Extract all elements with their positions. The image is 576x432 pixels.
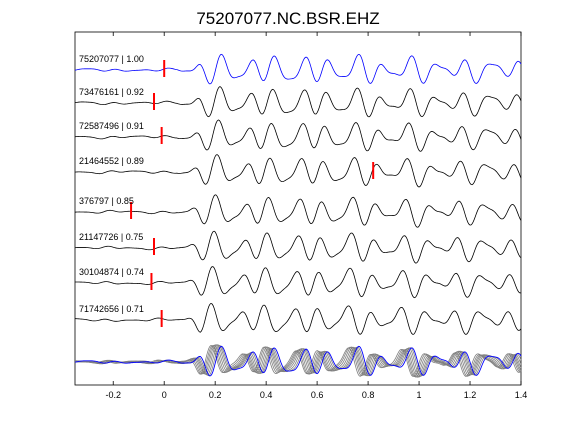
trace-label: 30104874 | 0.74 — [79, 267, 144, 277]
x-tick-label: 0.2 — [209, 390, 222, 400]
trace-label: 73476161 | 0.92 — [79, 87, 144, 97]
chart-title: 75207077.NC.BSR.EHZ — [196, 9, 379, 28]
x-tick-label: -0.2 — [105, 390, 121, 400]
x-tick-label: 0.8 — [362, 390, 375, 400]
x-tick-label: 1.4 — [515, 390, 528, 400]
trace-line — [74, 302, 522, 335]
trace-line — [74, 154, 522, 188]
trace-labels: 75207077 | 1.00 73476161 | 0.92 72587496 |… — [79, 54, 144, 314]
stack-trace-line — [74, 345, 522, 378]
x-tick-label: 1.2 — [464, 390, 477, 400]
trace-label: 376797 | 0.85 — [79, 196, 134, 206]
x-tick-label: 0 — [162, 390, 167, 400]
x-tick-label: 1 — [417, 390, 422, 400]
x-tick-label: 0.4 — [260, 390, 273, 400]
x-tick-label: 0.6 — [311, 390, 324, 400]
axes-frame — [74, 31, 522, 386]
trace-line — [74, 230, 522, 264]
trace-line — [74, 119, 522, 152]
trace-line — [74, 86, 522, 118]
trace-label: 21464552 | 0.89 — [79, 156, 144, 166]
pick-markers — [130, 60, 375, 327]
trace-label: 72587496 | 0.91 — [79, 121, 144, 131]
trace-label: 75207077 | 1.00 — [79, 54, 144, 64]
trace-label: 21147726 | 0.75 — [79, 232, 143, 242]
stack-master-line — [74, 345, 522, 377]
trace-line — [74, 194, 522, 228]
trace-label: 71742656 | 0.71 — [79, 304, 144, 314]
trace-line — [74, 266, 522, 299]
trace-line — [74, 53, 522, 85]
x-axis-ticks: -0.2 0 0.2 0.4 0.6 0.8 1 1.2 1.4 — [105, 32, 527, 400]
trace-group — [74, 53, 522, 335]
stack-overlay — [74, 344, 522, 378]
stack-trace-line — [74, 344, 522, 377]
